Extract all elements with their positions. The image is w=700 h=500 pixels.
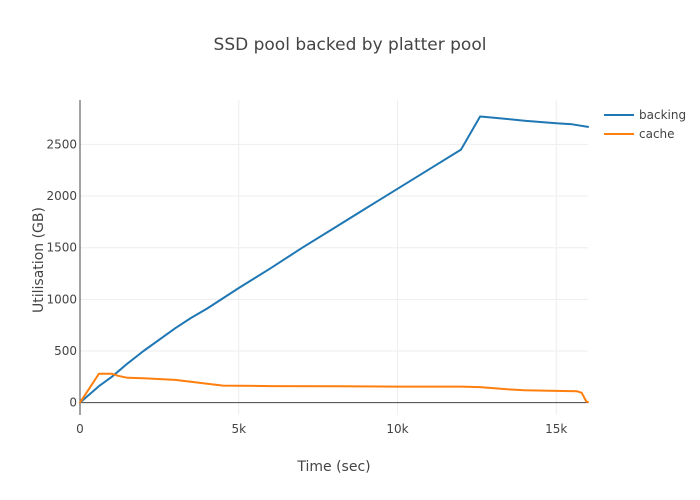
grid-layer bbox=[80, 100, 588, 415]
legend-label-backing: backing bbox=[639, 108, 686, 122]
label-layer: 0 500 1000 1500 2000 2500 0 5k 10k 15k bbox=[46, 137, 567, 436]
series-layer bbox=[79, 115, 589, 404]
y-tick-label: 2000 bbox=[46, 189, 77, 203]
y-tick-label: 500 bbox=[54, 344, 77, 358]
x-axis-title: Time (sec) bbox=[296, 459, 370, 475]
series-line-backing bbox=[79, 115, 589, 404]
x-tick-label: 10k bbox=[386, 422, 408, 436]
legend: backing cache bbox=[604, 108, 686, 141]
y-tick-label: 1500 bbox=[46, 241, 77, 255]
x-tick-label: 15k bbox=[545, 422, 567, 436]
x-tick-label: 5k bbox=[231, 422, 246, 436]
x-tick-label: 0 bbox=[76, 422, 84, 436]
axis-layer bbox=[79, 100, 588, 415]
y-tick-label: 0 bbox=[69, 396, 77, 410]
y-tick-label: 1000 bbox=[46, 292, 77, 306]
legend-label-cache: cache bbox=[639, 127, 675, 141]
y-axis-title: Utilisation (GB) bbox=[31, 207, 47, 313]
series-line-cache bbox=[79, 372, 589, 404]
chart-title: SSD pool backed by platter pool bbox=[214, 35, 487, 55]
y-tick-label: 2500 bbox=[46, 137, 77, 151]
